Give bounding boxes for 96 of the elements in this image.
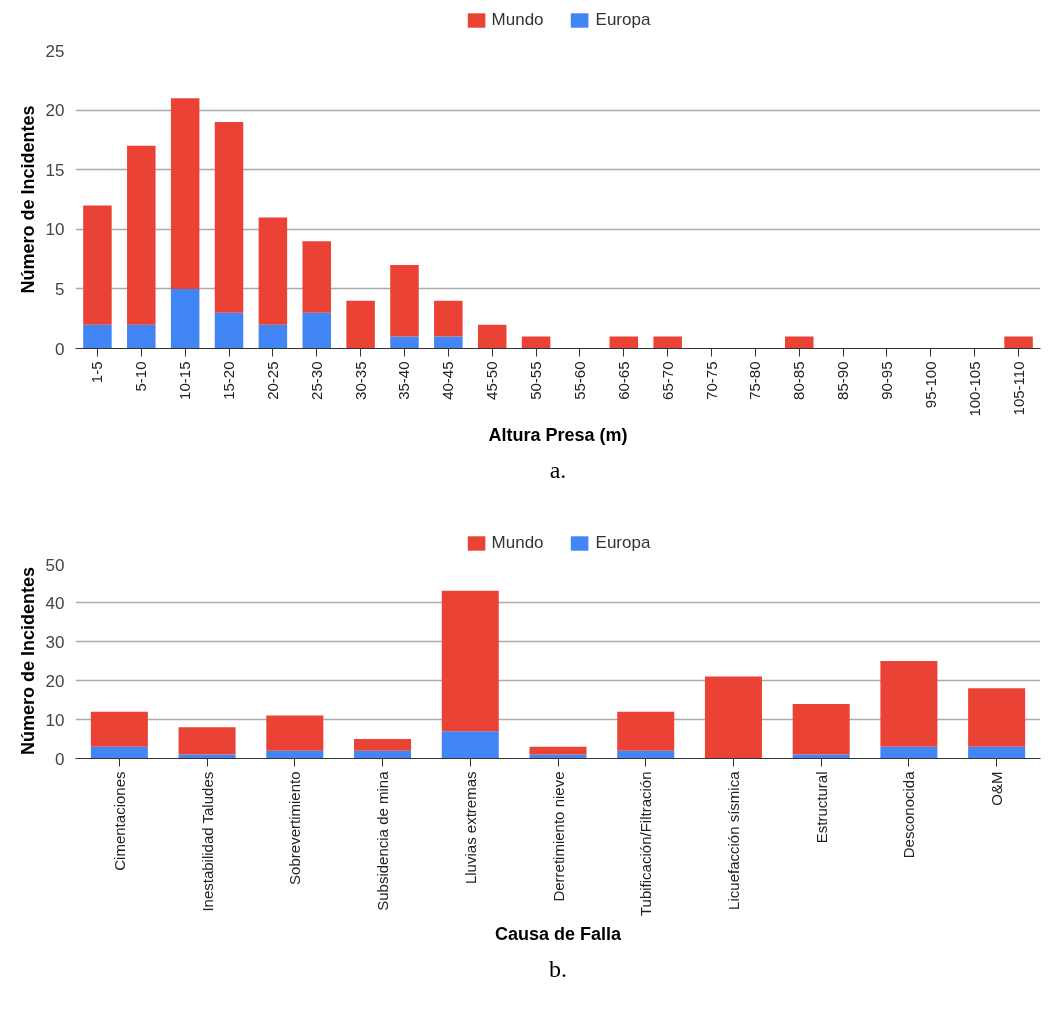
y-tick-label: 20 (45, 671, 65, 691)
x-tick-label: 30-35 (351, 361, 369, 400)
x-tick-label: 55-60 (570, 361, 588, 400)
x-tick-label: Cimentaciones (110, 771, 128, 871)
bar (127, 324, 156, 349)
y-tick-label: 0 (55, 749, 65, 769)
x-tick-label: O&M (988, 771, 1006, 806)
x-tick-label: 20-25 (263, 361, 281, 400)
bar (83, 205, 112, 325)
x-tick-label: 5-10 (132, 361, 150, 392)
y-tick-label: 25 (45, 41, 65, 61)
x-tick-label: Inestabilidad Taludes (198, 771, 216, 912)
bar (968, 688, 1026, 747)
x-tick-label: 10-15 (176, 361, 194, 400)
x-tick-label: 15-20 (220, 361, 238, 400)
bar (214, 312, 244, 349)
bar (258, 217, 288, 325)
legend-label: Europa (595, 533, 651, 553)
bar (266, 715, 324, 751)
bar (521, 336, 551, 349)
y-tick-label: 10 (45, 710, 65, 730)
x-tick-label: 95-100 (921, 361, 939, 409)
bar (441, 731, 499, 759)
bar (90, 746, 148, 759)
y-tick-label: 5 (55, 279, 65, 299)
y-tick-label: 0 (55, 339, 65, 359)
x-tick-label: Tubificación/Filtración (637, 771, 655, 916)
bar (302, 312, 332, 349)
bar (617, 711, 675, 751)
legend-label: Mundo (491, 10, 544, 30)
x-tick-label: 100-105 (965, 361, 983, 417)
bar (346, 300, 375, 349)
bar (1004, 336, 1033, 349)
legend-label: Europa (595, 10, 651, 30)
x-tick-label: 85-90 (834, 361, 852, 400)
y-tick-label: 15 (45, 160, 65, 180)
bar (880, 661, 938, 747)
x-tick-label: 1-5 (88, 361, 106, 384)
y-tick-label: 30 (45, 632, 65, 652)
bar (83, 324, 112, 349)
x-tick-label: Derretimiento nieve (549, 771, 567, 902)
bar (170, 98, 200, 289)
bar (170, 288, 200, 349)
bar (434, 300, 463, 337)
x-tick-label: 50-55 (527, 361, 545, 400)
y-axis-title: Número de Incidentes (17, 566, 38, 756)
bar (302, 241, 332, 313)
bar (127, 145, 156, 325)
x-tick-label: 80-85 (790, 361, 808, 400)
bar (609, 336, 639, 349)
x-tick-label: 75-80 (746, 361, 764, 400)
x-tick-label: 105-110 (1009, 361, 1027, 416)
bar (477, 324, 507, 349)
bar (704, 676, 762, 759)
bar (390, 336, 419, 349)
y-tick-label: 50 (45, 555, 65, 575)
y-axis-title: Número de Incidentes (17, 105, 38, 294)
bar (880, 746, 938, 759)
text: b. (549, 955, 567, 982)
x-tick-label: 60-65 (614, 361, 632, 400)
bar (968, 746, 1026, 759)
bar (792, 703, 850, 755)
bar (214, 122, 244, 313)
bar (90, 711, 148, 747)
x-tick-label: 90-95 (877, 361, 895, 400)
bar (258, 324, 288, 349)
y-tick-label: 40 (45, 593, 65, 613)
legend-label: Mundo (491, 533, 544, 553)
x-tick-label: Sobrevertimiento (286, 771, 304, 885)
bar (266, 750, 324, 759)
bar (354, 750, 412, 759)
text: a. (549, 456, 567, 483)
bar (434, 336, 463, 349)
x-tick-label: Estructural (812, 771, 830, 844)
x-tick-label: Subsidencia de mina (374, 770, 392, 911)
x-tick-label: 65-70 (658, 361, 676, 400)
x-tick-label: Desconocida (900, 770, 918, 859)
x-tick-label: 35-40 (395, 361, 413, 400)
bar (653, 336, 682, 349)
x-axis-title: Altura Presa (m) (488, 424, 628, 445)
x-tick-label: 40-45 (439, 361, 457, 400)
x-tick-label: 25-30 (307, 361, 325, 400)
bar (354, 739, 412, 751)
y-tick-label: 10 (45, 220, 65, 240)
bar (441, 590, 499, 732)
x-tick-label: 70-75 (702, 361, 720, 400)
x-tick-label: 45-50 (483, 361, 501, 400)
x-axis-title: Causa de Falla (494, 924, 623, 944)
x-tick-label: Licuefacción sísmica (724, 770, 742, 910)
bar (390, 265, 419, 337)
bar (617, 750, 675, 759)
bar (529, 746, 587, 755)
bar (178, 727, 236, 755)
x-tick-label: Lluvias extremas (461, 771, 479, 885)
bar (784, 336, 814, 349)
y-tick-label: 20 (45, 101, 65, 121)
